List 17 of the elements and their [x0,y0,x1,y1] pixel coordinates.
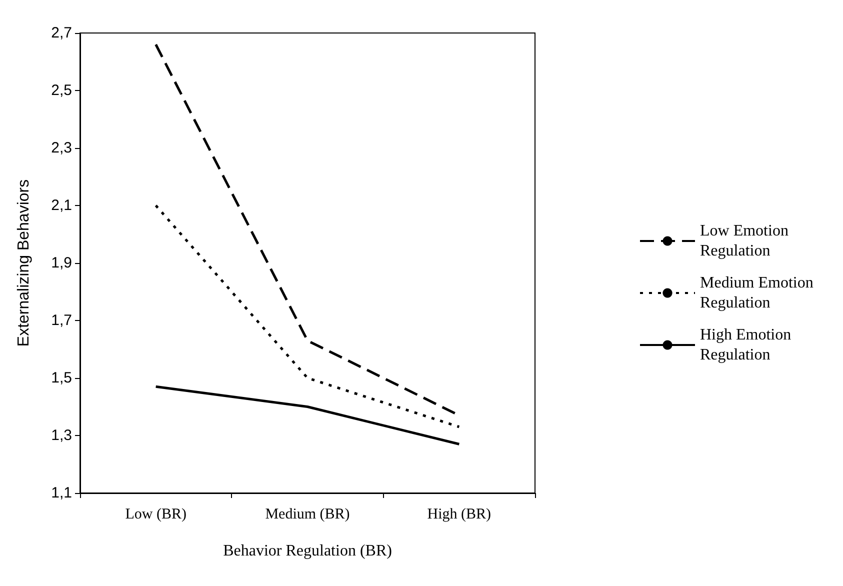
x-tick-label: Low (BR) [125,506,186,522]
y-tick-label: 2,1 [51,197,72,214]
y-tick-label: 1,7 [51,312,72,329]
legend-label: High Emotion Regulation [700,326,796,364]
y-tick-label: 1,9 [51,254,72,272]
y-tick-label: 2,3 [51,140,72,156]
x-tick-label: High (BR) [427,506,492,522]
x-tick-label: Medium (BR) [265,506,350,522]
y-tick-label: 2,5 [51,82,72,99]
y-tick-label: 1,3 [51,427,72,444]
legend-label: Medium Emotion Regulation [700,274,818,312]
x-axis-title: Behavior Regulation (BR) [223,542,392,560]
legend-label: Low Emotion Regulation [700,222,792,260]
y-tick-label: 1,5 [51,370,72,386]
y-axis-title: Externalizing Behaviors [16,179,32,347]
y-tick-label: 2,7 [51,24,72,42]
y-tick-label: 1,1 [51,484,72,502]
